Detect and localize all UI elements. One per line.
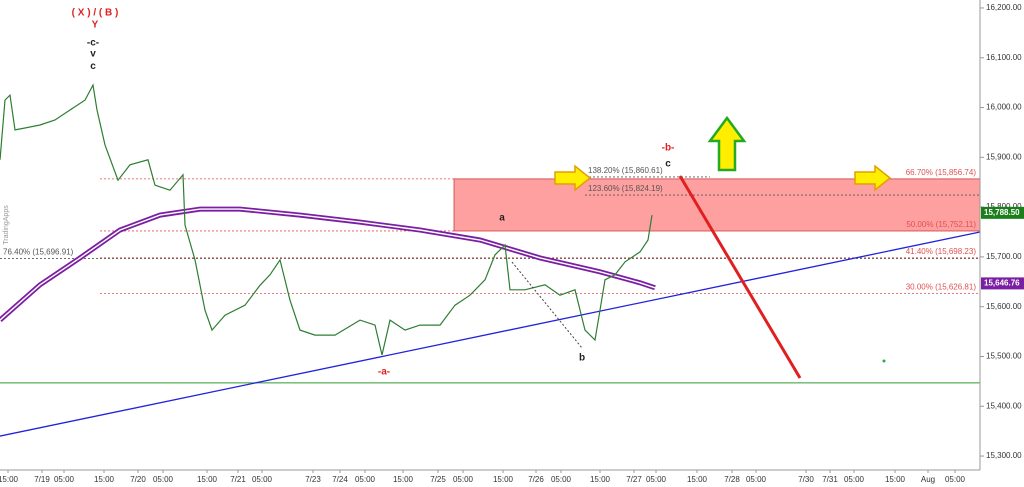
x-tick-label: 05:00 — [844, 475, 865, 484]
y-tick-label: 16,200.00 — [986, 3, 1022, 12]
wave-label: -c- — [87, 37, 99, 48]
fib-label: 123.60% (15,824.19) — [588, 184, 663, 193]
fib-label: 41.40% (15,698.23) — [906, 247, 977, 256]
fib-label: 76.40% (15,696.91) — [3, 248, 74, 257]
x-tick-label: 7/28 — [724, 475, 740, 484]
x-tick-label: 7/31 — [822, 475, 838, 484]
x-tick-label: 05:00 — [453, 475, 474, 484]
wave-label: a — [499, 213, 505, 224]
arrow-right — [854, 164, 892, 192]
target-zone — [453, 178, 981, 232]
price-tag-label: 15,788.50 — [984, 208, 1020, 217]
moving-average-inner — [0, 208, 656, 321]
wave-label: v — [90, 48, 96, 59]
fib-label: 50.00% (15,752.11) — [906, 220, 976, 229]
x-tick-label: 7/25 — [430, 475, 446, 484]
x-tick-label: 15:00 — [590, 475, 611, 484]
price-line — [0, 83, 653, 356]
price-tag-label: 15,646.76 — [984, 279, 1020, 288]
y-tick-label: 16,000.00 — [986, 103, 1022, 112]
x-tick-label: 7/20 — [130, 475, 146, 484]
x-tick-label: 15:00 — [0, 475, 19, 484]
x-tick-label: 15:00 — [885, 475, 906, 484]
x-tick-label: 05:00 — [54, 475, 75, 484]
x-tick-label: 7/30 — [798, 475, 814, 484]
x-tick-label: 15:00 — [687, 475, 708, 484]
fib-label: 30.00% (15,626.81) — [906, 282, 977, 291]
x-tick-label: 7/21 — [230, 475, 246, 484]
x-tick-label: 05:00 — [945, 475, 966, 484]
watermark: TradingApps — [3, 205, 10, 245]
x-tick-label: 05:00 — [355, 475, 376, 484]
y-tick-label: 15,300.00 — [986, 451, 1022, 460]
x-tick-label: 05:00 — [153, 475, 174, 484]
projection-line — [678, 175, 802, 379]
x-tick-label: 15:00 — [393, 475, 414, 484]
x-tick-label: 7/23 — [305, 475, 321, 484]
x-tick-label: 7/26 — [528, 475, 544, 484]
y-tick-label: 15,700.00 — [986, 252, 1022, 261]
trendline — [0, 231, 981, 437]
x-tick-label: 15:00 — [94, 475, 115, 484]
x-tick-label: 05:00 — [646, 475, 667, 484]
price-tag — [981, 206, 1024, 219]
wave-label: b — [579, 353, 585, 364]
x-tick-label: 7/19 — [34, 475, 50, 484]
x-tick-label: 7/24 — [332, 475, 348, 484]
wave-label: Y — [92, 20, 99, 31]
x-tick-label: 05:00 — [551, 475, 572, 484]
fib-label: 138.20% (15,860.61) — [588, 166, 663, 175]
x-tick-label: 15:00 — [493, 475, 514, 484]
x-tick-label: 05:00 — [746, 475, 767, 484]
y-tick-label: 15,800.00 — [986, 202, 1022, 211]
x-tick-label: 15:00 — [197, 475, 218, 484]
x-tick-label: Aug — [921, 475, 935, 484]
y-tick-label: 15,900.00 — [986, 152, 1022, 161]
fib-label: 66.70% (15,856.74) — [906, 168, 977, 177]
price-tag — [981, 277, 1024, 290]
y-tick-label: 16,100.00 — [986, 53, 1022, 62]
x-tick-label: 05:00 — [252, 475, 273, 484]
y-tick-label: 15,500.00 — [986, 352, 1022, 361]
wave-label: -b- — [662, 143, 675, 154]
wave-connector — [511, 261, 583, 349]
wave-label: c — [90, 61, 96, 72]
wave-label: ( X ) / ( B ) — [72, 8, 119, 19]
dot — [882, 359, 886, 363]
y-tick-label: 15,600.00 — [986, 302, 1022, 311]
arrow-up — [707, 115, 747, 172]
x-tick-label: 7/27 — [626, 475, 642, 484]
y-tick-label: 15,400.00 — [986, 401, 1022, 410]
wave-label: c — [665, 158, 671, 169]
arrow-right — [554, 164, 592, 192]
wave-label: -a- — [378, 367, 390, 378]
